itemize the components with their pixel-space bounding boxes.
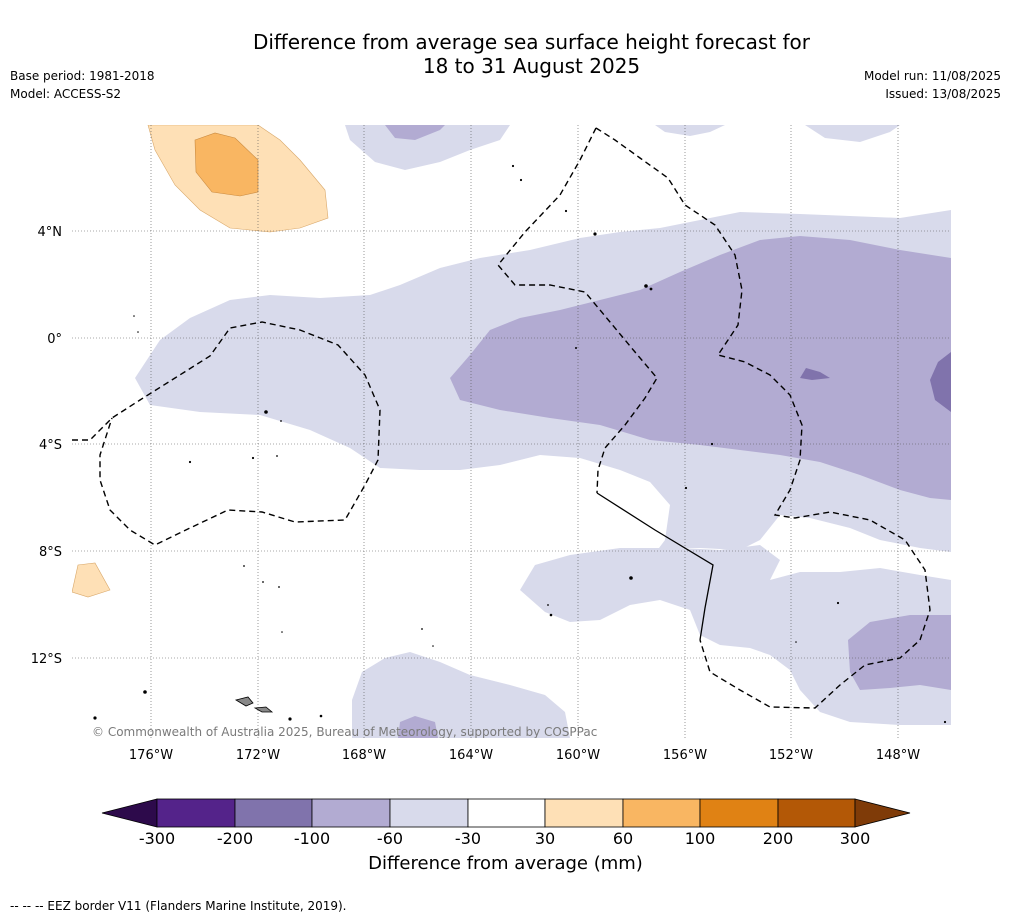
- lon-label: 148°W: [876, 748, 920, 763]
- colorbar-segment: [699, 798, 779, 828]
- colorbar-tick: -100: [294, 829, 330, 848]
- colorbar-segment: [389, 798, 469, 828]
- lon-label: 152°W: [769, 748, 813, 763]
- map-title: Difference from average sea surface heig…: [0, 30, 1011, 78]
- eez-footnote: -- -- -- EEZ border V11 (Flanders Marine…: [10, 899, 347, 913]
- lon-label: 160°W: [556, 748, 600, 763]
- graticule: [72, 125, 951, 738]
- colorbar-segment: [311, 798, 391, 828]
- eez-borders: [72, 127, 931, 709]
- lon-label: 156°W: [663, 748, 707, 763]
- copyright-text: © Commonwealth of Australia 2025, Bureau…: [92, 725, 597, 739]
- colorbar-segment: [467, 798, 546, 828]
- title-line-1: Difference from average sea surface heig…: [252, 30, 811, 54]
- colorbar-tick: 300: [840, 829, 871, 848]
- lat-label: 4°S: [39, 438, 62, 453]
- lat-label: 4°N: [38, 225, 63, 240]
- model-run: Model run: 11/08/2025: [863, 69, 1001, 83]
- colorbar-segment: [234, 798, 313, 828]
- metadata-left: Base period: 1981-2018 Model: ACCESS-S2: [10, 67, 155, 103]
- colorbar-tick: -30: [455, 829, 481, 848]
- samoa-island-upolu: [234, 696, 254, 707]
- anomaly-region-light-sw: [352, 652, 570, 738]
- eez-border-phoenix-region: [497, 127, 658, 494]
- colorbar-tick: 60: [613, 829, 633, 848]
- issued-date: Issued: 13/08/2025: [885, 87, 1001, 101]
- lat-label: 12°S: [31, 652, 62, 667]
- lon-label: 172°W: [236, 748, 280, 763]
- anomaly-region-orange-sw: [72, 562, 111, 598]
- colorbar-segment: [544, 798, 624, 828]
- anomaly-region-light-north: [345, 125, 510, 170]
- colorbar-tick: 30: [535, 829, 555, 848]
- colorbar-tick: -60: [377, 829, 403, 848]
- anomaly-region-mid-sw: [398, 716, 438, 738]
- anomaly-region-light-south: [520, 545, 951, 725]
- colorbar-tick: -300: [139, 829, 175, 848]
- colorbar-tick: 100: [685, 829, 716, 848]
- colorbar-segment: [777, 798, 856, 828]
- colorbar-extend-low: [101, 798, 158, 828]
- metadata-right: Model run: 11/08/2025 Issued: 13/08/2025: [864, 67, 1001, 103]
- colorbar-ticks: -300 -200 -100 -60 -30 30 60 100 200 300: [139, 829, 870, 848]
- boundary-solid-line: [596, 492, 714, 641]
- anomaly-region-dark-east: [930, 352, 951, 412]
- anomaly-region-dark-patch: [800, 368, 830, 380]
- eez-border-west-region: [72, 321, 381, 546]
- colorbar-segment: [622, 798, 701, 828]
- lon-label: 168°W: [342, 748, 386, 763]
- colorbar-tick: -200: [217, 829, 253, 848]
- colorbar: [101, 798, 911, 828]
- samoa-island-tutuila: [253, 706, 274, 713]
- title-line-2: 18 to 31 August 2025: [422, 54, 641, 78]
- model-name: Model: ACCESS-S2: [10, 87, 122, 101]
- longitude-labels: 176°W 172°W 168°W 164°W 160°W 156°W 152°…: [129, 748, 920, 763]
- anomaly-region-mid-main: [450, 236, 951, 500]
- anomaly-region-light-ne1: [655, 125, 725, 136]
- anomaly-region-mid-north: [385, 125, 445, 140]
- colorbar-tick: 200: [763, 829, 794, 848]
- base-period: Base period: 1981-2018: [10, 69, 155, 83]
- lon-label: 164°W: [449, 748, 493, 763]
- lon-label: 176°W: [129, 748, 173, 763]
- colorbar-segment: [156, 798, 236, 828]
- colorbar-extend-high: [854, 798, 911, 828]
- anomaly-region-mid-se: [848, 615, 951, 690]
- islands: [93, 164, 947, 724]
- latitude-labels: 4°N 0° 4°S 8°S 12°S: [31, 225, 62, 667]
- anomaly-region-light-ne2: [805, 125, 900, 142]
- colorbar-label: Difference from average (mm): [368, 853, 643, 874]
- lat-label: 8°S: [39, 545, 62, 560]
- eez-border-tokelau-region: [595, 127, 931, 709]
- map-area: © Commonwealth of Australia 2025, Bureau…: [72, 125, 951, 739]
- lat-label: 0°: [47, 332, 62, 347]
